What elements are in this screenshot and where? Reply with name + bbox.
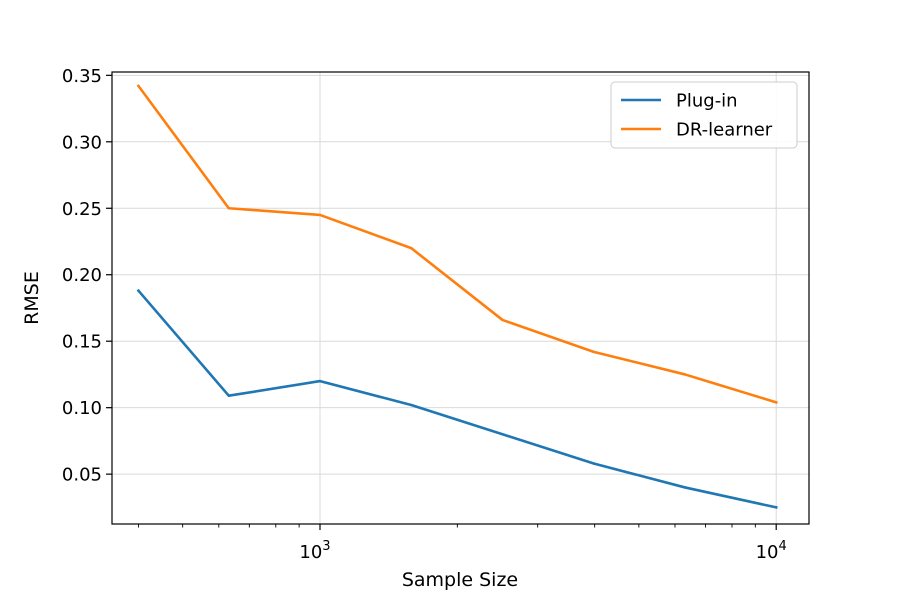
data-point [775, 506, 778, 509]
y-tick-label: 0.15 [62, 332, 102, 353]
data-point [318, 213, 322, 217]
y-tick-label: 0.05 [62, 465, 102, 486]
data-point [410, 403, 413, 407]
data-point [501, 318, 504, 322]
y-tick-label: 0.25 [62, 199, 102, 220]
data-point [501, 433, 504, 436]
y-axis-label: RMSE [21, 271, 43, 325]
legend: Plug-in DR-learner [610, 81, 798, 149]
data-point [227, 394, 230, 397]
x-tick-label: 103 [299, 539, 330, 563]
x-tick-label: 104 [756, 539, 787, 563]
y-tick-label: 0.35 [62, 66, 102, 87]
y-tick-label: 0.30 [62, 132, 102, 153]
data-point [137, 84, 140, 88]
legend-label: Plug-in [676, 91, 738, 112]
legend-box [610, 81, 798, 149]
x-axis-label: Sample Size [402, 569, 518, 591]
data-point [137, 289, 140, 292]
axes-frame [111, 71, 810, 525]
y-tick-label: 0.10 [62, 398, 102, 419]
data-point [683, 486, 687, 489]
series-line-plug-in [136, 288, 778, 509]
data-point [592, 462, 595, 465]
series-line-dr-learner [136, 84, 778, 404]
data-point [592, 350, 595, 354]
data-point [775, 401, 778, 404]
series-lines [136, 84, 778, 509]
y-tick-label: 0.20 [62, 265, 102, 286]
data-point [410, 246, 413, 250]
data-point [318, 379, 322, 383]
data-point [683, 373, 687, 376]
legend-label: DR-learner [676, 120, 773, 141]
data-point [227, 207, 230, 210]
axis-ticks: 0.05 0.10 0.15 0.20 0.25 0.30 0.35 103 104 [62, 66, 787, 563]
